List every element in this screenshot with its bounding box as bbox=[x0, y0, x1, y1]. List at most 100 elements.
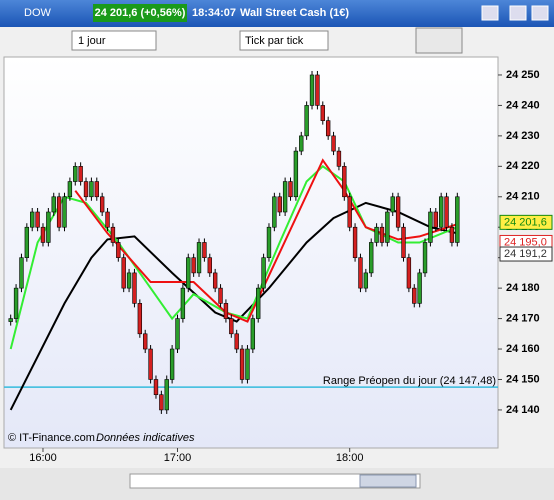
candle bbox=[186, 257, 191, 289]
candle bbox=[83, 181, 89, 198]
candle bbox=[153, 379, 159, 396]
candle bbox=[277, 196, 282, 213]
candle bbox=[390, 196, 395, 213]
candle bbox=[94, 181, 99, 198]
candle bbox=[320, 105, 325, 121]
y-tick-label: 24 160 bbox=[506, 343, 540, 355]
candle bbox=[315, 74, 320, 106]
title-bar bbox=[0, 0, 554, 27]
candle bbox=[164, 379, 169, 411]
quote: 24 201,6 (+0,56%) bbox=[95, 7, 186, 19]
window-button[interactable] bbox=[509, 5, 527, 21]
preopen-label: Range Préopen du jour (24 147,48) bbox=[323, 375, 496, 387]
candle bbox=[369, 242, 374, 274]
window-button[interactable] bbox=[531, 5, 549, 21]
candle bbox=[401, 226, 406, 258]
candle bbox=[56, 196, 62, 228]
candle bbox=[422, 242, 428, 274]
candle bbox=[132, 272, 137, 304]
x-tick-label: 18:00 bbox=[336, 452, 364, 464]
candle bbox=[202, 242, 207, 258]
candle bbox=[299, 135, 304, 152]
y-tick-label: 24 140 bbox=[506, 404, 540, 416]
candle bbox=[73, 166, 78, 182]
y-tick-label: 24 250 bbox=[506, 69, 540, 81]
price-marker-label: 24 191,2 bbox=[504, 248, 547, 260]
candle bbox=[110, 226, 116, 243]
candle bbox=[207, 257, 212, 274]
time: 18:34:07 bbox=[192, 7, 236, 19]
candle bbox=[455, 196, 460, 243]
candle bbox=[191, 257, 196, 274]
candle bbox=[406, 257, 412, 289]
candle bbox=[218, 287, 223, 304]
candle bbox=[89, 181, 94, 198]
mode-select[interactable] bbox=[239, 30, 329, 51]
window-button[interactable] bbox=[481, 5, 499, 21]
candle bbox=[428, 211, 433, 243]
period: 1 jour bbox=[78, 35, 106, 47]
candle bbox=[234, 333, 239, 350]
candle bbox=[62, 196, 67, 228]
candle bbox=[8, 318, 13, 322]
candle bbox=[266, 226, 272, 258]
candle bbox=[46, 211, 51, 243]
indicator-button[interactable] bbox=[415, 27, 463, 54]
candle bbox=[304, 105, 309, 137]
y-tick-label: 24 150 bbox=[506, 373, 540, 385]
candle bbox=[223, 303, 229, 319]
candle bbox=[19, 257, 24, 289]
candle bbox=[261, 257, 266, 289]
candle bbox=[24, 226, 30, 258]
candle bbox=[256, 287, 261, 319]
candle bbox=[169, 348, 175, 380]
candle bbox=[245, 348, 250, 380]
symbol: DOW bbox=[24, 7, 52, 19]
candle bbox=[433, 211, 438, 228]
candle bbox=[239, 348, 245, 380]
copyright: © IT-Finance.com bbox=[8, 432, 95, 444]
candle bbox=[159, 394, 164, 411]
candle bbox=[412, 287, 417, 304]
candle bbox=[148, 348, 153, 380]
candle bbox=[121, 257, 126, 289]
candle bbox=[293, 150, 299, 198]
candle bbox=[374, 226, 379, 243]
scroll-thumb[interactable] bbox=[359, 474, 417, 488]
candle bbox=[180, 287, 186, 319]
candle bbox=[99, 196, 105, 213]
candle bbox=[250, 318, 256, 350]
candle bbox=[331, 135, 336, 152]
candle bbox=[325, 120, 331, 137]
candle bbox=[229, 318, 234, 335]
candle bbox=[288, 181, 293, 198]
y-tick-label: 24 220 bbox=[506, 160, 540, 172]
plot-area bbox=[3, 56, 499, 449]
quote-box bbox=[93, 4, 187, 22]
candle bbox=[126, 272, 132, 289]
candle bbox=[51, 196, 56, 213]
candle bbox=[40, 226, 46, 243]
y-tick-label: 24 240 bbox=[506, 99, 540, 111]
candle bbox=[13, 287, 19, 319]
x-tick-label: 16:00 bbox=[29, 452, 57, 464]
candle bbox=[78, 166, 83, 182]
candle bbox=[175, 318, 180, 350]
candle bbox=[342, 166, 347, 198]
candle bbox=[30, 211, 35, 228]
candle bbox=[363, 272, 369, 289]
price-marker-label: 24 195,0 bbox=[504, 236, 547, 248]
period-select[interactable] bbox=[71, 30, 157, 51]
candle bbox=[347, 196, 352, 228]
candle bbox=[417, 272, 422, 304]
y-tick-label: 24 210 bbox=[506, 191, 540, 203]
mode: Tick par tick bbox=[245, 35, 304, 47]
price-marker bbox=[499, 214, 553, 230]
candle bbox=[35, 211, 40, 228]
candle bbox=[272, 196, 277, 228]
candle bbox=[309, 74, 315, 106]
scrollbar[interactable] bbox=[129, 473, 421, 489]
candle bbox=[212, 272, 218, 289]
instrument: Wall Street Cash (1€) bbox=[240, 7, 349, 19]
